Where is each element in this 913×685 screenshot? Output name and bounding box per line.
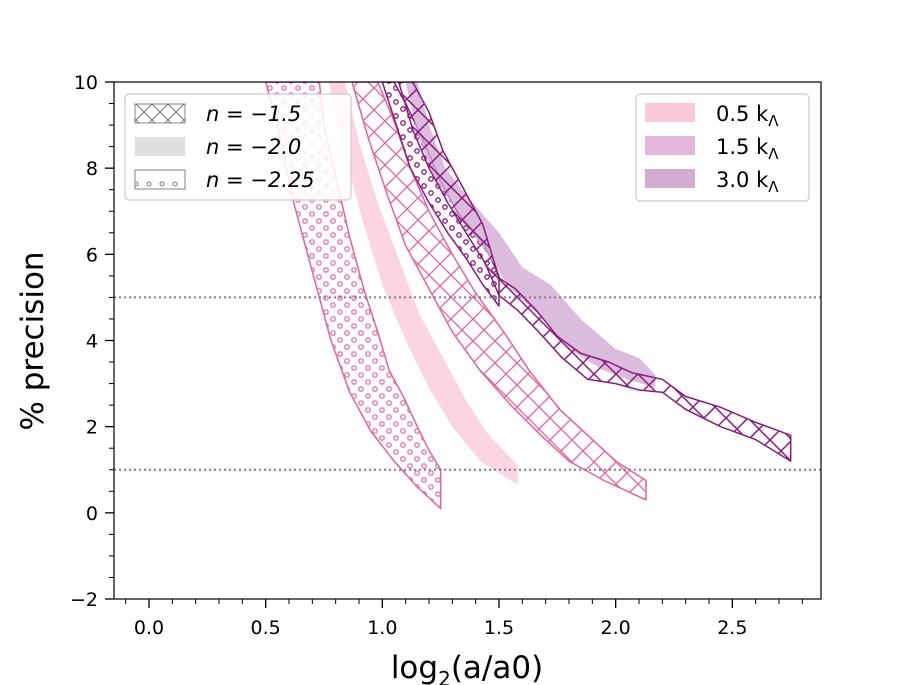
axis-ticks: 0.0 0.5 1.0 1.5 2.0 2.5 −2 0 2 4 6 8 10: [70, 72, 803, 639]
legend-label-05k: 0.5 kΛ: [716, 102, 779, 130]
x-tick-label: 0.0: [134, 617, 164, 639]
y-tick-label: 4: [86, 331, 98, 353]
y-tick-label: 10: [74, 72, 98, 94]
x-tick-label: 0.5: [251, 617, 281, 639]
band-4: [405, 82, 656, 388]
legend-swatch-dots: [134, 169, 186, 190]
legend-label-15k: 1.5 kΛ: [716, 135, 779, 163]
legend-swatch-crosshatch: [134, 103, 186, 124]
y-tick-label: 8: [86, 158, 98, 180]
pattern-legend: n = −1.5 n = −2.0 n = −2.25: [124, 93, 352, 201]
legend-label-n20: n = −2.0: [206, 135, 301, 159]
x-axis-label: log2(a/a0): [391, 650, 543, 685]
x-tick-label: 1.5: [484, 617, 514, 639]
legend-swatch-05k: [645, 103, 695, 122]
scale-legend: 0.5 kΛ 1.5 kΛ 3.0 kΛ: [635, 93, 810, 202]
y-axis-label: % precision: [15, 251, 51, 430]
band-5: [397, 82, 792, 462]
legend-swatch-solid: [135, 137, 185, 156]
y-tick-label: 6: [86, 244, 98, 266]
y-tick-label: 2: [86, 417, 98, 439]
y-tick-label: −2: [70, 589, 98, 611]
legend-swatch-30k: [645, 169, 695, 188]
x-tick-label: 2.5: [717, 617, 747, 639]
legend-swatch-15k: [645, 136, 695, 155]
y-tick-label: 0: [86, 503, 98, 525]
x-tick-label: 2.0: [601, 617, 631, 639]
legend-label-n225: n = −2.25: [206, 168, 315, 192]
legend-label-30k: 3.0 kΛ: [716, 168, 779, 196]
band-2: [351, 82, 647, 501]
legend-label-n15: n = −1.5: [206, 102, 301, 126]
x-tick-label: 1.0: [367, 617, 397, 639]
